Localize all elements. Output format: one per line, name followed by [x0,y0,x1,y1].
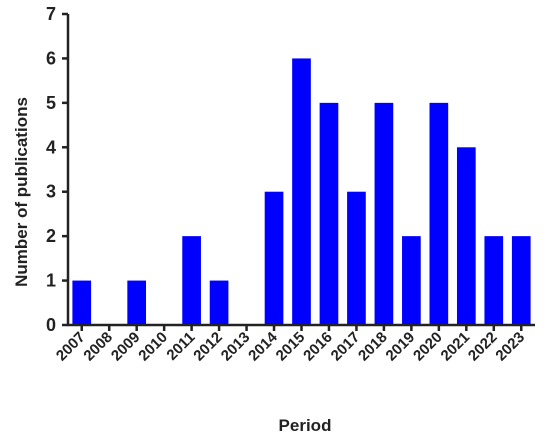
x-tick-label-2012: 2012 [190,329,226,365]
x-tick-label-2014: 2014 [245,328,281,364]
y-tick-label-7: 7 [46,4,56,24]
x-axis-title: Period [279,416,332,435]
y-axis-title: Number of publications [12,97,31,287]
bar-2016 [319,102,339,325]
bar-2022 [484,236,504,325]
x-axis: 2007200820092010201120122013201420152016… [53,323,535,365]
x-tick-label-2011: 2011 [163,329,198,364]
bar-2020 [429,102,449,325]
y-tick-label-0: 0 [46,315,56,335]
y-axis: 0 1 2 3 4 5 6 7 [46,4,70,335]
bar-2009 [127,280,147,325]
x-tick-label-2010: 2010 [135,329,171,365]
bar-2015 [292,58,311,326]
x-tick-label-2018: 2018 [355,329,391,365]
bar-2023 [511,236,531,325]
x-tick-label-2020: 2020 [410,329,446,365]
x-tick-label-2017: 2017 [328,329,364,365]
x-tick-label-2007: 2007 [53,329,89,365]
bar-2014 [264,191,284,325]
y-tick-label-5: 5 [46,93,56,113]
bars-group [72,58,531,326]
y-tick-label-1: 1 [46,271,56,291]
y-tick-label-2: 2 [46,226,56,246]
x-tick-label-2016: 2016 [300,329,336,365]
y-tick-label-3: 3 [46,182,56,202]
x-tick-label-2023: 2023 [492,329,528,365]
x-tick-label-2009: 2009 [108,329,144,365]
x-tick-label-2022: 2022 [465,329,501,365]
bar-2011 [182,236,201,325]
bar-2018 [374,102,394,325]
x-tick-label-2008: 2008 [80,329,116,365]
bar-2012 [209,280,229,325]
y-tick-label-6: 6 [46,48,56,68]
bar-2019 [402,236,421,325]
bar-2017 [347,191,366,325]
y-tick-label-4: 4 [46,137,56,157]
x-tick-label-2013: 2013 [218,329,254,365]
x-tick-label-2021: 2021 [438,329,474,365]
bar-2021 [456,147,476,325]
x-tick-label-2019: 2019 [383,329,419,365]
bar-2007 [72,280,92,325]
x-tick-label-2015: 2015 [273,329,309,365]
